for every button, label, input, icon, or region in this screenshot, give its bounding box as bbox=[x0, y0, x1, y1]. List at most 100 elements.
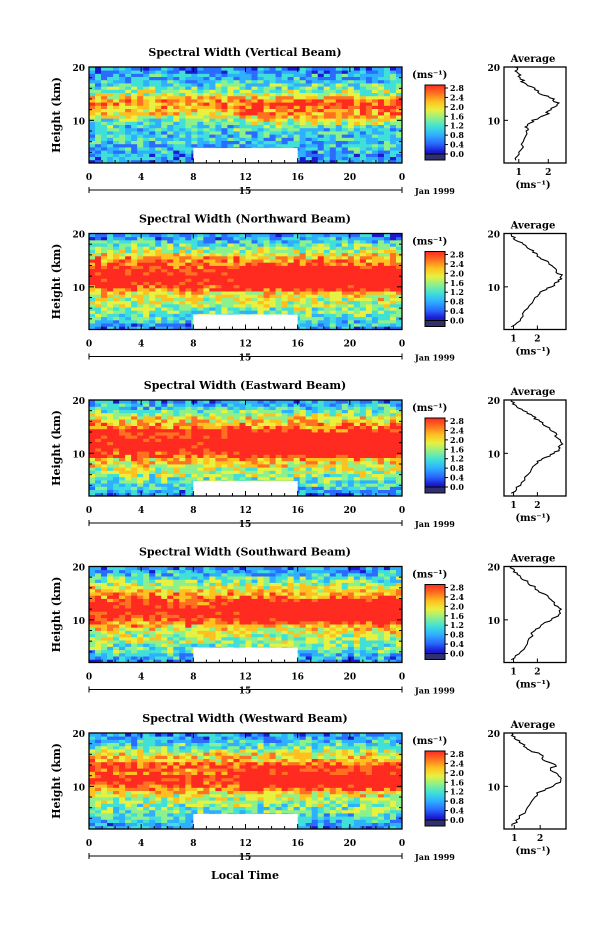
x-tick-label: 0 bbox=[86, 340, 92, 350]
colorbar-tick-label: 0.4 bbox=[450, 473, 464, 483]
date-label: 15 bbox=[239, 687, 252, 697]
x-tick-label: 12 bbox=[239, 839, 252, 849]
x-tick-label: 20 bbox=[344, 506, 357, 516]
x-axis: 0 4 8 12 16 20 0 bbox=[86, 566, 405, 683]
x-tick-label: 12 bbox=[239, 340, 252, 350]
colorbar-tick-label: 0.8 bbox=[450, 463, 464, 473]
panel-2: Spectral Width (Northward Beam)0 4 8 12 16 20… bbox=[50, 213, 567, 364]
profile-frame bbox=[503, 399, 567, 497]
panel-title: Spectral Width (Southward Beam) bbox=[139, 546, 351, 559]
colorbar-tick-label: 0.4 bbox=[450, 306, 464, 316]
colorbar-tick-label: 2.0 bbox=[450, 102, 464, 112]
x-tick-label: 4 bbox=[138, 673, 144, 683]
colorbar-tick-label: 2.0 bbox=[450, 768, 464, 778]
x-tick-label: 8 bbox=[190, 173, 196, 183]
colorbar-tick-label: 2.8 bbox=[450, 583, 464, 593]
profile-y-tick-label: 20 bbox=[487, 64, 500, 74]
colorbar-tick-label: 2.4 bbox=[450, 92, 464, 102]
colorbar-scale bbox=[424, 251, 446, 327]
x-tick-label: 12 bbox=[239, 173, 252, 183]
x-tick-label: 0 bbox=[86, 506, 92, 516]
data-gap bbox=[193, 148, 298, 163]
colorbar: (ms⁻¹)2.82.42.01.61.20.80.40.0 bbox=[412, 736, 464, 827]
y-axis-title: Height (km) bbox=[50, 410, 63, 486]
x-axis: 0 4 8 12 16 20 0 bbox=[86, 233, 405, 350]
x-tick-label: 0 bbox=[399, 673, 405, 683]
data-gap bbox=[193, 314, 298, 330]
date-label: 15 bbox=[239, 187, 252, 197]
x-tick-label: 0 bbox=[399, 839, 405, 849]
y-tick-label: 20 bbox=[72, 397, 85, 407]
profile-frame bbox=[503, 232, 567, 331]
profile-title: Average bbox=[510, 54, 556, 65]
profile-x-tick-label: 2 bbox=[534, 335, 540, 345]
x-tick-label: 4 bbox=[138, 173, 144, 183]
colorbar-tick-label: 0.4 bbox=[450, 806, 464, 816]
profile-x-tick-label: 2 bbox=[537, 834, 543, 844]
x-tick-label: 20 bbox=[344, 340, 357, 350]
colorbar-tick-label: 2.8 bbox=[450, 749, 464, 759]
data-gap bbox=[193, 481, 298, 496]
x-tick-label: 4 bbox=[138, 839, 144, 849]
profile-line bbox=[510, 399, 564, 494]
heatmap bbox=[89, 566, 403, 663]
profile-unit: (ms⁻¹) bbox=[515, 513, 550, 524]
colorbar-tick-label: 2.8 bbox=[450, 83, 464, 93]
colorbar-tick-label: 0.8 bbox=[450, 630, 464, 640]
y-tick-label: 20 bbox=[72, 231, 85, 241]
profile-frame bbox=[503, 66, 567, 164]
colorbar-tick-label: 2.8 bbox=[450, 250, 464, 260]
x-tick-label: 8 bbox=[190, 340, 196, 350]
panel-1: Spectral Width (Vertical Beam)0 4 8 12 16 20 0… bbox=[50, 46, 567, 197]
data-gap bbox=[193, 647, 298, 663]
colorbar-tick-label: 2.4 bbox=[450, 425, 464, 435]
colorbar-tick-label: 0.0 bbox=[450, 316, 464, 326]
average-profile: Average 20 10 1 2 (ms⁻¹) bbox=[487, 221, 567, 358]
x-tick-label: 8 bbox=[190, 839, 196, 849]
profile-y-tick-label: 10 bbox=[487, 284, 500, 294]
colorbar-tick-label: 1.6 bbox=[450, 444, 464, 454]
colorbar-tick-label: 0.0 bbox=[450, 649, 464, 659]
profile-line bbox=[510, 732, 562, 827]
profile-x-tick-label: 2 bbox=[545, 168, 551, 178]
average-profile: Average 20 10 1 2 (ms⁻¹) bbox=[487, 720, 567, 857]
colorbar-tick-label: 1.2 bbox=[450, 121, 464, 131]
colorbar-unit: (ms⁻¹) bbox=[412, 403, 447, 414]
x-tick-label: 12 bbox=[239, 506, 252, 516]
y-axis: 20 10 Height (km) bbox=[50, 64, 402, 153]
colorbar-min-band bbox=[424, 653, 446, 660]
profile-x-tick-label: 2 bbox=[534, 668, 540, 678]
profile-unit: (ms⁻¹) bbox=[515, 680, 550, 691]
x-axis: 0 4 8 12 16 20 0 bbox=[86, 733, 405, 849]
average-profile: Average 20 10 1 2 (ms⁻¹) bbox=[487, 387, 567, 524]
colorbar-tick-label: 1.6 bbox=[450, 777, 464, 787]
profile-y-tick-label: 10 bbox=[487, 617, 500, 627]
profile-title: Average bbox=[510, 221, 556, 232]
profile-line bbox=[510, 233, 564, 328]
colorbar-tick-label: 0.0 bbox=[450, 482, 464, 492]
panel-title: Spectral Width (Northward Beam) bbox=[139, 213, 351, 226]
panel-4: Spectral Width (Southward Beam)0 4 8 12 16 20… bbox=[50, 546, 567, 697]
colorbar-tick-label: 2.0 bbox=[450, 435, 464, 445]
colorbar-tick-label: 1.2 bbox=[450, 620, 464, 630]
x-tick-label: 16 bbox=[291, 506, 304, 516]
y-tick-label: 10 bbox=[72, 783, 85, 793]
x-tick-label: 0 bbox=[86, 673, 92, 683]
profile-y-tick-label: 10 bbox=[487, 450, 500, 460]
colorbar: (ms⁻¹)2.82.42.01.61.20.80.40.0 bbox=[412, 70, 464, 161]
colorbar-min-band bbox=[424, 486, 446, 494]
profile-x-tick-label: 2 bbox=[534, 501, 540, 511]
y-tick-label: 10 bbox=[72, 450, 85, 460]
x-tick-label: 0 bbox=[86, 839, 92, 849]
average-profile: Average 20 10 1 2 (ms⁻¹) bbox=[487, 54, 567, 191]
month-label: Jan 1999 bbox=[414, 852, 455, 862]
colorbar-min-band bbox=[424, 320, 446, 327]
data-gap bbox=[193, 814, 298, 829]
x-tick-label: 0 bbox=[399, 340, 405, 350]
y-axis: 20 10 Height (km) bbox=[50, 730, 402, 819]
y-tick-label: 10 bbox=[72, 617, 85, 627]
profile-y-tick-label: 10 bbox=[487, 783, 500, 793]
colorbar: (ms⁻¹)2.82.42.01.61.20.80.40.0 bbox=[412, 237, 464, 327]
profile-x-tick-label: 1 bbox=[511, 834, 517, 844]
y-tick-label: 20 bbox=[72, 64, 85, 74]
